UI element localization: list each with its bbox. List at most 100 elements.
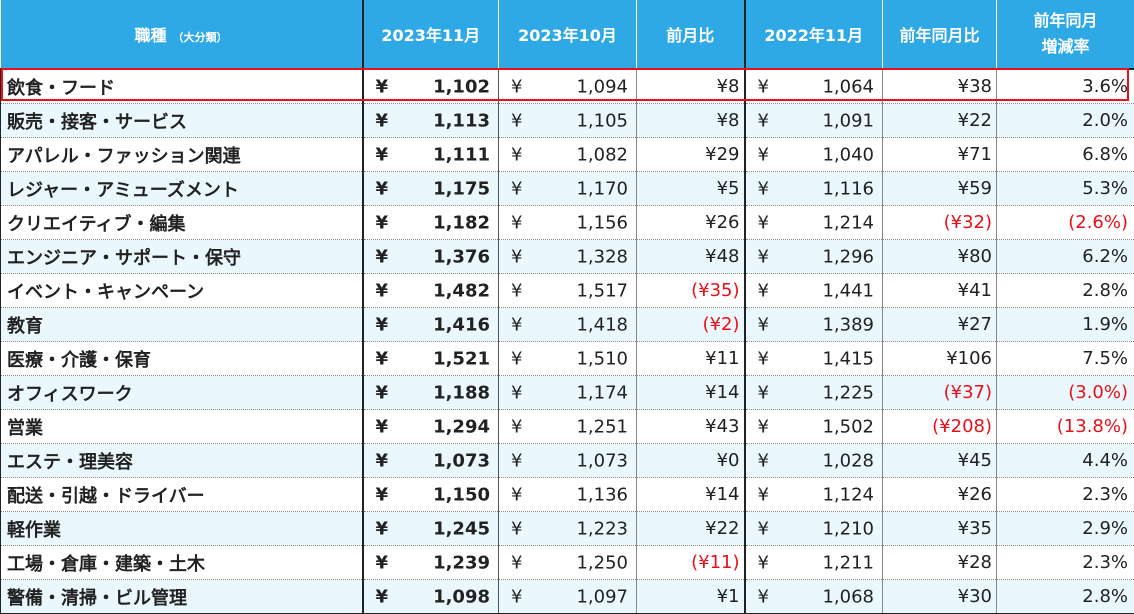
cell-mom: ¥22 [636,511,746,546]
currency-symbol: ¥ [375,280,389,301]
table-row[interactable]: 飲食・フード ¥1,102 ¥1,094 ¥8 ¥1,064 ¥38 3.6% [0,69,1134,104]
cell-rate: (13.8%) [996,409,1134,444]
header-current[interactable]: 2023年11月 [362,0,499,70]
cell-mom: ¥5 [636,171,746,206]
header-prev-month[interactable]: 2023年10月 [498,0,637,70]
header-yoy[interactable]: 前年同月比 [882,0,997,70]
currency-symbol: ¥ [511,144,523,165]
cell-prev-month: ¥1,223 [498,511,637,546]
cell-yoy: (¥32) [882,205,997,240]
table-row[interactable]: 工場・倉庫・建築・土木 ¥1,239 ¥1,250 (¥11) ¥1,211 ¥28 2.3… [0,545,1134,580]
cell-rate: 6.8% [996,137,1134,172]
table-row[interactable]: 販売・接客・サービス ¥1,113 ¥1,105 ¥8 ¥1,091 ¥22 2.0% [0,103,1134,138]
cell-mom: ¥11 [636,341,746,376]
header-rate-line1: 前年同月 [1033,11,1098,30]
currency-symbol: ¥ [511,314,523,335]
cell-category: 医療・介護・保育 [0,341,364,376]
prev-month-value: 1,170 [576,178,628,199]
cell-current: ¥1,376 [362,239,499,274]
header-category-label: 職種 [134,26,167,45]
last-year-value: 1,296 [822,246,874,267]
currency-symbol: ¥ [757,484,769,505]
prev-month-value: 1,328 [576,246,628,267]
table-row[interactable]: エンジニア・サポート・保守 ¥1,376 ¥1,328 ¥48 ¥1,296 ¥80 6.2… [0,239,1134,274]
header-rate-line2: 増減率 [1041,37,1090,56]
cell-category: 工場・倉庫・建築・土木 [0,545,364,580]
cell-prev-month: ¥1,094 [498,69,637,104]
currency-symbol: ¥ [511,212,523,233]
last-year-value: 1,064 [822,76,874,97]
current-value: 1,150 [433,484,490,505]
table-row[interactable]: レジャー・アミューズメント ¥1,175 ¥1,170 ¥5 ¥1,116 ¥59 5.3% [0,171,1134,206]
cell-current: ¥1,073 [362,443,499,478]
cell-category: 教育 [0,307,364,342]
cell-category: 販売・接客・サービス [0,103,364,138]
prev-month-value: 1,073 [576,450,628,471]
cell-yoy: ¥45 [882,443,997,478]
table-row[interactable]: 医療・介護・保育 ¥1,521 ¥1,510 ¥11 ¥1,415 ¥106 7.5% [0,341,1134,376]
table-row[interactable]: オフィスワーク ¥1,188 ¥1,174 ¥14 ¥1,225 (¥37) (3.0%) [0,375,1134,410]
prev-month-value: 1,517 [576,280,628,301]
last-year-value: 1,415 [822,348,874,369]
currency-symbol: ¥ [375,178,389,199]
header-rate[interactable]: 前年同月 増減率 [996,0,1134,70]
cell-rate: 7.5% [996,341,1134,376]
cell-current: ¥1,102 [362,69,499,104]
cell-rate: 2.0% [996,103,1134,138]
cell-mom: ¥48 [636,239,746,274]
cell-category: 軽作業 [0,511,364,546]
cell-yoy: ¥26 [882,477,997,512]
cell-last-year: ¥1,502 [744,409,883,444]
currency-symbol: ¥ [511,178,523,199]
cell-prev-month: ¥1,082 [498,137,637,172]
cell-yoy: (¥37) [882,375,997,410]
current-value: 1,376 [433,246,490,267]
table-row[interactable]: エステ・理美容 ¥1,073 ¥1,073 ¥0 ¥1,028 ¥45 4.4% [0,443,1134,478]
table-row[interactable]: 軽作業 ¥1,245 ¥1,223 ¥22 ¥1,210 ¥35 2.9% [0,511,1134,546]
table-row[interactable]: クリエイティブ・編集 ¥1,182 ¥1,156 ¥26 ¥1,214 (¥32) (2.6… [0,205,1134,240]
cell-current: ¥1,188 [362,375,499,410]
currency-symbol: ¥ [757,416,769,437]
cell-current: ¥1,482 [362,273,499,308]
cell-category: イベント・キャンペーン [0,273,364,308]
cell-last-year: ¥1,040 [744,137,883,172]
prev-month-value: 1,136 [576,484,628,505]
currency-symbol: ¥ [757,178,769,199]
table-row[interactable]: アパレル・ファッション関連 ¥1,111 ¥1,082 ¥29 ¥1,040 ¥71 6.8… [0,137,1134,172]
currency-symbol: ¥ [375,314,389,335]
cell-current: ¥1,521 [362,341,499,376]
cell-last-year: ¥1,225 [744,375,883,410]
header-last-year[interactable]: 2022年11月 [744,0,883,70]
current-value: 1,113 [433,110,490,131]
currency-symbol: ¥ [375,212,389,233]
prev-month-value: 1,156 [576,212,628,233]
cell-last-year: ¥1,389 [744,307,883,342]
last-year-value: 1,028 [822,450,874,471]
cell-mom: ¥1 [636,579,746,614]
table-row[interactable]: イベント・キャンペーン ¥1,482 ¥1,517 (¥35) ¥1,441 ¥41 2.8… [0,273,1134,308]
cell-mom: (¥2) [636,307,746,342]
current-value: 1,521 [433,348,490,369]
table-row[interactable]: 警備・清掃・ビル管理 ¥1,098 ¥1,097 ¥1 ¥1,068 ¥30 2.8% [0,579,1134,614]
currency-symbol: ¥ [757,110,769,131]
last-year-value: 1,116 [822,178,874,199]
header-category[interactable]: 職種 （大分類） [0,0,364,70]
cell-rate: (3.0%) [996,375,1134,410]
currency-symbol: ¥ [511,246,523,267]
table-row[interactable]: 配送・引越・ドライバー ¥1,150 ¥1,136 ¥14 ¥1,124 ¥26 2.3% [0,477,1134,512]
currency-symbol: ¥ [375,348,389,369]
prev-month-value: 1,418 [576,314,628,335]
prev-month-value: 1,250 [576,552,628,573]
cell-yoy: ¥59 [882,171,997,206]
currency-symbol: ¥ [375,144,389,165]
cell-category: エンジニア・サポート・保守 [0,239,364,274]
table-body: 飲食・フード ¥1,102 ¥1,094 ¥8 ¥1,064 ¥38 3.6% 販売・接客・サ… [0,69,1134,614]
header-mom[interactable]: 前月比 [636,0,746,70]
table-row[interactable]: 営業 ¥1,294 ¥1,251 ¥43 ¥1,502 (¥208) (13.8%) [0,409,1134,444]
currency-symbol: ¥ [511,484,523,505]
currency-symbol: ¥ [757,450,769,471]
cell-rate: 2.9% [996,511,1134,546]
table-row[interactable]: 教育 ¥1,416 ¥1,418 (¥2) ¥1,389 ¥27 1.9% [0,307,1134,342]
cell-prev-month: ¥1,250 [498,545,637,580]
currency-symbol: ¥ [375,382,389,403]
